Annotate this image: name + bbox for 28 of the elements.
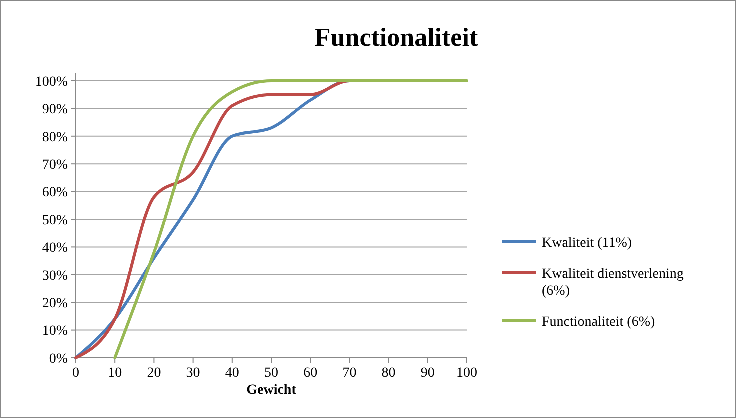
line-series (114, 80, 468, 360)
y-tick-label: 60% (42, 186, 68, 201)
x-tick-label: 80 (382, 366, 396, 381)
y-tick-label: 40% (42, 241, 68, 256)
x-tick-label: 20 (147, 366, 162, 381)
x-tick-label: 70 (342, 366, 357, 381)
y-tick-label: 0% (49, 352, 68, 367)
x-tick-label: 90 (420, 366, 435, 381)
x-tick-label: 60 (304, 366, 318, 381)
x-tick-label: 0 (72, 366, 80, 381)
y-tick-label: 50% (42, 213, 68, 228)
x-tick-label: 100 (456, 366, 478, 381)
x-tick-label: 10 (108, 366, 122, 381)
x-tick-label: 40 (225, 366, 240, 381)
x-tick-label: 50 (264, 366, 278, 381)
y-tick-label: 90% (42, 102, 68, 118)
y-tick-label: 100% (35, 74, 68, 90)
x-tick-label: 30 (186, 366, 200, 381)
legend-label: Functionaliteit (6%) (542, 314, 656, 330)
legend-label: Kwaliteit dienstverlening (6%) (542, 266, 684, 299)
chart-title: Functionaliteit (314, 23, 478, 52)
y-tick-label: 80% (42, 130, 68, 146)
y-tick-label: 30% (42, 268, 68, 284)
legend-label: Kwaliteit (11%) (542, 236, 632, 251)
y-tick-label: 10% (42, 324, 68, 340)
y-tick-label: 20% (42, 296, 68, 312)
x-axis-title: Gewicht (246, 383, 297, 398)
y-tick-label: 70% (42, 158, 68, 173)
